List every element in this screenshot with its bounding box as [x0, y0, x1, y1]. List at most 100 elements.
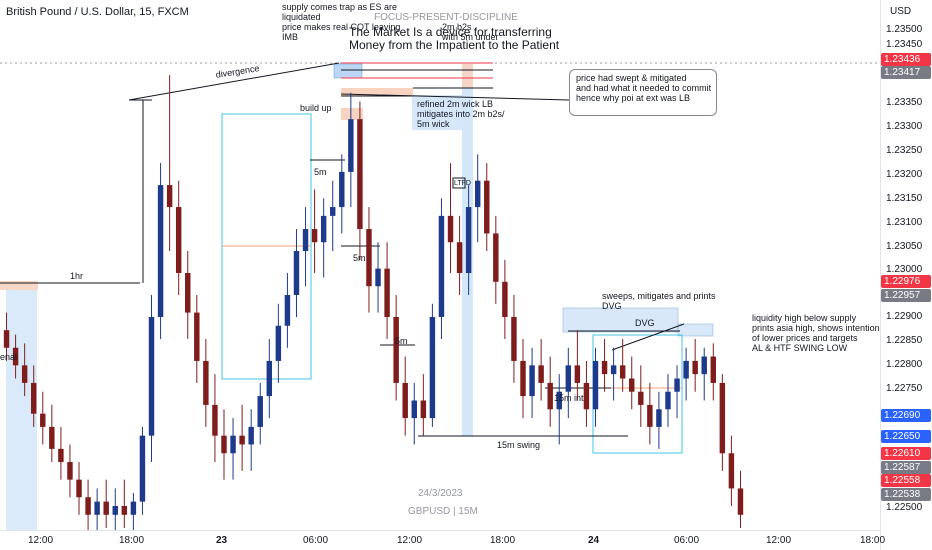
candle-body	[30, 382, 37, 414]
candle-body	[719, 382, 726, 454]
price-tag: 1.22558	[881, 474, 931, 487]
candle-body	[420, 400, 427, 419]
candle-body	[447, 215, 454, 243]
time-label: 12:00	[766, 535, 792, 546]
candle-body	[701, 356, 707, 375]
time-label: 18:00	[860, 535, 886, 546]
candle-body	[601, 360, 608, 375]
candle-body	[330, 207, 336, 216]
candle-body	[656, 409, 662, 427]
time-label: 12:00	[28, 535, 54, 546]
candle-body	[148, 316, 155, 436]
15m-int-label: 15m int	[554, 393, 584, 403]
time-label: 24	[588, 535, 600, 546]
price-label: 1.23250	[886, 145, 923, 156]
price-label: 1.23500	[886, 24, 923, 35]
candle-body	[166, 185, 173, 208]
price-label: 1.23200	[886, 169, 923, 180]
candle-body	[456, 242, 463, 274]
candle-body	[49, 426, 55, 449]
price-label: 1.23350	[886, 97, 923, 108]
candle-body	[94, 501, 100, 515]
refined-zone	[412, 95, 462, 130]
candle-body	[130, 501, 137, 515]
price-label: 1.22500	[886, 502, 923, 513]
candle-body	[311, 229, 318, 243]
candle-body	[474, 180, 481, 208]
price-tag: 1.22976	[881, 275, 931, 288]
top-notes: supply comes trap as ES are liquidated p…	[282, 2, 401, 42]
candle-body	[357, 119, 363, 230]
candle-body	[574, 365, 581, 383]
candle-body	[565, 365, 572, 392]
build-up-label: build up	[300, 103, 332, 113]
5m-label-b: 5m	[353, 253, 366, 263]
15m-swing-label: 15m swing	[497, 440, 541, 450]
candle-body	[320, 215, 327, 243]
candle-body	[411, 400, 417, 419]
dvg-label: DVG	[635, 318, 655, 328]
left-cut-label: enal	[0, 352, 18, 362]
time-label: 06:00	[303, 535, 329, 546]
price-tag: 1.22587	[881, 461, 931, 474]
candle-body	[629, 378, 635, 392]
price-label: 1.23300	[886, 121, 923, 132]
time-label: 23	[216, 535, 228, 546]
candle-body	[556, 391, 562, 410]
price-tag: 1.22957	[881, 289, 931, 302]
dvg-zone-right	[677, 323, 714, 337]
price-tag: 1.23436	[881, 53, 931, 66]
price-label: 1.22800	[886, 359, 923, 370]
vertical-pink-zone	[462, 64, 473, 88]
candles-group	[3, 75, 744, 533]
candle-body	[112, 506, 118, 515]
watermark-date: 24/3/2023	[418, 488, 463, 499]
candle-body	[647, 404, 653, 427]
price-label: 1.22850	[886, 335, 923, 346]
candle-body	[438, 215, 445, 317]
candle-body	[248, 426, 254, 445]
price-tag: 1.22650	[881, 430, 931, 443]
candle-body	[239, 435, 245, 445]
candle-body	[175, 207, 182, 274]
5m-label-a: 5m	[314, 167, 327, 177]
candle-body	[538, 365, 544, 383]
candle-body	[3, 330, 10, 348]
callout-box: price had swept & mitigated and had what…	[569, 69, 717, 116]
quote-overlap-text: 2m b2s with 5m under	[442, 22, 499, 42]
time-label: 18:00	[490, 535, 516, 546]
candle-body	[221, 435, 227, 454]
price-label: 1.23150	[886, 193, 923, 204]
candle-body	[665, 391, 671, 410]
candle-body	[76, 479, 82, 498]
candle-body	[12, 347, 19, 366]
candle-body	[67, 462, 73, 480]
candle-body	[484, 180, 490, 234]
time-label: 06:00	[674, 535, 700, 546]
level-lines	[0, 62, 680, 437]
candle-body	[493, 233, 499, 282]
focus-text: FOCUS-PRESENT-DISCIPLINE	[374, 12, 518, 23]
candle-body	[638, 391, 644, 405]
price-tag: 1.22538	[881, 488, 931, 501]
candle-body	[266, 360, 273, 397]
5m-label-c: 5m	[395, 336, 408, 346]
time-axis[interactable]	[0, 530, 880, 550]
candle-body	[547, 382, 553, 410]
candle-body	[212, 404, 218, 436]
supply-orange-zone-2	[341, 108, 363, 120]
candle-body	[674, 378, 680, 392]
candle-body	[103, 501, 109, 515]
candle-body	[619, 365, 626, 379]
supply-orange-zone-1	[341, 88, 413, 96]
candle-body	[257, 396, 263, 427]
candle-body	[728, 453, 735, 489]
time-label: 12:00	[397, 535, 423, 546]
price-tag: 1.22690	[881, 409, 931, 422]
candle-body	[683, 360, 689, 379]
candle-body	[58, 448, 64, 463]
ltfd-label: LTFD	[454, 180, 471, 187]
candle-body	[610, 365, 617, 375]
refined-label: refined 2m wick LB mitigates into 2m b2s…	[417, 99, 505, 129]
